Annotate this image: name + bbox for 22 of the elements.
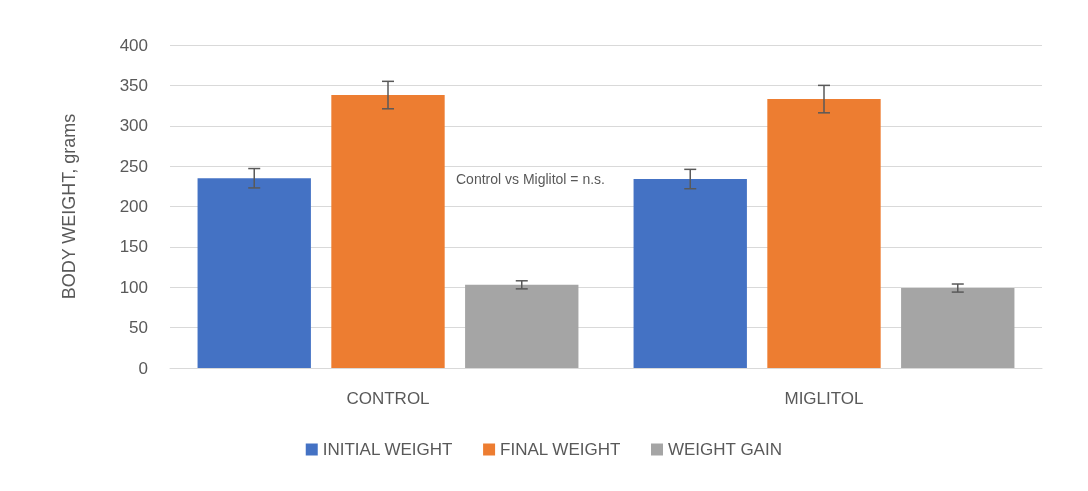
y-tick-label: 200 (119, 197, 148, 216)
y-tick-label: 100 (119, 277, 148, 297)
y-tick-label: 50 (129, 318, 148, 338)
y-tick-label: 0 (138, 358, 148, 378)
x-tick-label: MIGLITOL (784, 389, 864, 408)
bar (633, 179, 747, 368)
x-tick-label: CONTROL (346, 389, 430, 408)
legend-label: INITIAL WEIGHT (322, 440, 453, 459)
legend-label: WEIGHT GAIN (667, 440, 782, 459)
bar (331, 95, 445, 368)
legend-label: FINAL WEIGHT (500, 440, 621, 459)
y-axis-title: BODY WEIGHT, grams (59, 113, 79, 300)
y-tick-label: 350 (119, 75, 148, 95)
y-tick-label: 150 (119, 237, 148, 257)
bar (465, 284, 579, 368)
y-tick-label: 250 (119, 156, 148, 176)
bar (767, 99, 881, 368)
annotation: Control vs Miglitol = n.s. (456, 171, 605, 187)
y-tick-label: 400 (119, 35, 148, 55)
bar (901, 288, 1015, 368)
y-tick-label: 300 (119, 116, 148, 136)
bar (197, 178, 311, 368)
